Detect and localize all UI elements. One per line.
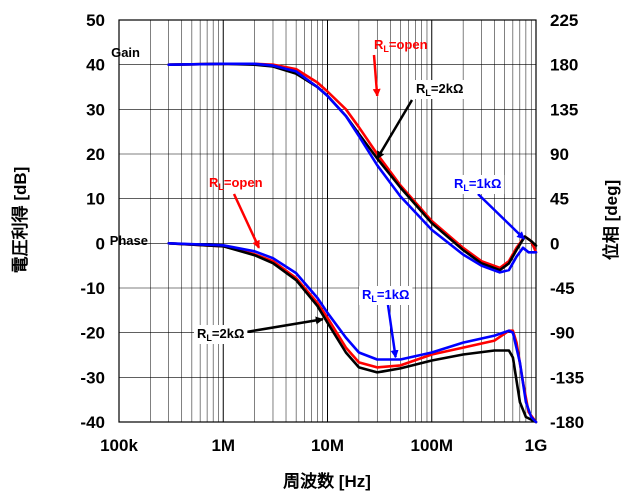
y-right-tick-label: 180: [550, 56, 578, 75]
annotation-arrow: [376, 99, 414, 160]
annotation-label: RL=open: [209, 175, 263, 192]
x-tick-label: 10M: [311, 436, 344, 455]
annotation-label: RL=1kΩ: [359, 286, 413, 305]
y-right-tick-label: -90: [550, 324, 575, 343]
x-tick-label: 100k: [100, 436, 138, 455]
y-left-tick-label: -30: [80, 368, 105, 387]
y-left-tick-label: 0: [96, 234, 105, 253]
plot-frame: [118, 19, 537, 423]
annotation-label: RL=1kΩ: [451, 175, 505, 194]
svg-text:RL=open: RL=open: [374, 37, 428, 54]
y-left-tick-label: -20: [80, 324, 105, 343]
y-right-tick-label: 135: [550, 100, 578, 119]
annotation-arrow: [386, 304, 399, 359]
y-left-tick-label: 50: [86, 11, 105, 30]
svg-text:RL=1kΩ: RL=1kΩ: [454, 176, 501, 193]
annotation-arrow: [372, 54, 381, 97]
y-right-tick-labels: 225 180 135 90 45 0 -45 -90 -135 -180: [550, 11, 584, 432]
svg-text:RL=1kΩ: RL=1kΩ: [362, 287, 409, 304]
x-tick-label: 100M: [410, 436, 453, 455]
y-left-axis-label: 電圧利得 [dB]: [10, 167, 30, 274]
annotation-arrow: [239, 316, 324, 335]
annotation-label: RL=open: [374, 37, 428, 54]
y-right-tick-label: 0: [550, 234, 559, 253]
svg-text:Phase: Phase: [110, 233, 148, 248]
y-left-tick-label: 10: [86, 190, 105, 209]
series-line-phase: [167, 242, 538, 424]
annotation-arrow: [232, 193, 261, 249]
series-line-phase: [167, 242, 538, 424]
x-tick-labels: 100k 1M 10M 100M 1G: [100, 436, 547, 455]
series-line-gain: [167, 62, 538, 274]
svg-text:Gain: Gain: [111, 45, 140, 60]
annotation-label: RL=2kΩ: [194, 325, 248, 344]
y-right-tick-label: -135: [550, 368, 584, 387]
svg-text:RL=2kΩ: RL=2kΩ: [197, 326, 244, 343]
y-left-tick-label: 40: [86, 56, 105, 75]
y-left-tick-labels: 50 40 30 20 10 0 -10 -20 -30 -40: [80, 11, 105, 432]
annotation-label: Phase: [110, 233, 148, 248]
y-right-tick-label: -180: [550, 413, 584, 432]
svg-text:RL=2kΩ: RL=2kΩ: [416, 81, 463, 98]
y-right-tick-label: 90: [550, 145, 569, 164]
x-tick-label: 1M: [211, 436, 235, 455]
x-axis-label: 周波数 [Hz]: [283, 471, 371, 491]
annotation-arrow: [477, 193, 526, 240]
grid-minor: [150, 20, 532, 422]
annotation-layer: Gain Phase RL=open RL=2kΩ RL=open RL=1kΩ RL=1k…: [110, 37, 526, 359]
annotation-label: RL=2kΩ: [413, 80, 467, 99]
y-right-axis-label: 位相 [deg]: [601, 180, 621, 260]
y-left-tick-label: -10: [80, 279, 105, 298]
x-tick-label: 1G: [525, 436, 548, 455]
svg-text:RL=open: RL=open: [209, 175, 263, 192]
y-left-tick-label: 30: [86, 100, 105, 119]
y-right-tick-label: -45: [550, 279, 575, 298]
y-right-tick-label: 45: [550, 190, 569, 209]
annotation-label: Gain: [111, 45, 140, 60]
series-layer: [167, 62, 538, 424]
y-right-tick-label: 225: [550, 11, 578, 30]
y-left-tick-label: 20: [86, 145, 105, 164]
y-left-tick-label: -40: [80, 413, 105, 432]
